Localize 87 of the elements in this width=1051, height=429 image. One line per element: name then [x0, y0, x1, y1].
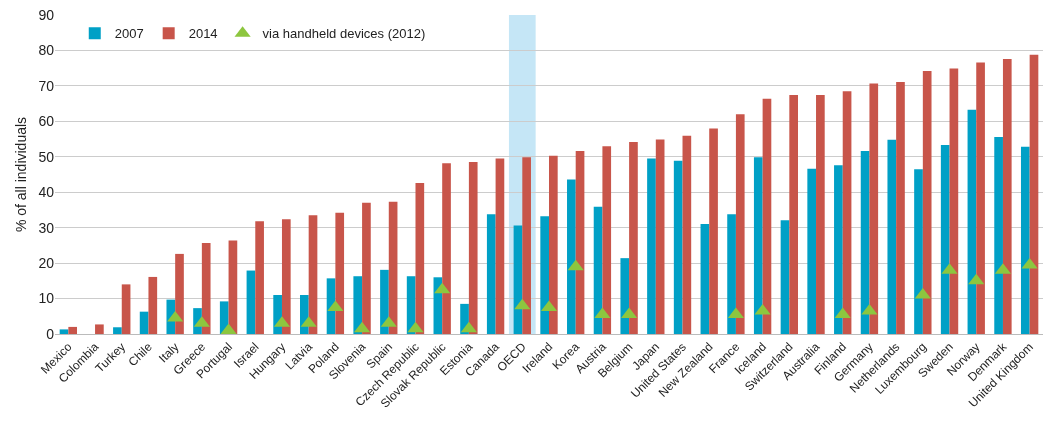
y-tick-label: 70: [38, 77, 55, 94]
bar: [246, 270, 256, 334]
bar: [486, 214, 496, 334]
bar: [468, 162, 478, 334]
bar: [842, 91, 852, 334]
bar: [255, 221, 264, 334]
bar: [753, 157, 763, 334]
point: [567, 259, 584, 271]
y-axis-title: % of all individuals: [13, 116, 30, 233]
bar: [175, 253, 184, 334]
y-tick-label: 20: [38, 255, 55, 272]
bar: [1029, 54, 1039, 334]
legend-label: 2014: [188, 26, 218, 42]
y-tick-label: 80: [38, 42, 55, 59]
bar: [976, 62, 985, 334]
point: [354, 321, 371, 333]
bar: [709, 128, 718, 334]
bar: [860, 151, 870, 334]
point: [460, 321, 477, 333]
bar: [834, 165, 843, 334]
point: [434, 282, 451, 294]
bar: [201, 242, 211, 334]
bar: [869, 83, 879, 334]
bar: [1002, 58, 1012, 334]
bar: [816, 95, 825, 334]
point: [594, 307, 611, 319]
bar: [68, 326, 78, 334]
bar: [994, 136, 1003, 334]
legend-label: via handheld devices (2012): [262, 26, 426, 42]
bar: [59, 329, 69, 334]
bar: [415, 183, 425, 334]
bar: [922, 71, 932, 334]
bar: [914, 169, 923, 334]
bar: [567, 179, 576, 334]
bar: [113, 327, 122, 334]
bar: [673, 160, 683, 334]
bar: [789, 95, 798, 334]
point: [407, 321, 424, 333]
bar: [655, 139, 665, 334]
point: [968, 273, 985, 285]
bar: [121, 284, 131, 334]
bar: [762, 98, 772, 334]
bar: [967, 109, 977, 334]
bar: [540, 216, 549, 334]
bar: [647, 158, 656, 334]
y-tick-label: 0: [46, 325, 55, 342]
bar: [727, 214, 736, 334]
bar: [148, 276, 158, 334]
y-tick-label: 60: [38, 113, 55, 130]
bar: [1020, 146, 1030, 334]
bar: [940, 145, 950, 334]
y-tick-label: 90: [38, 6, 55, 23]
bar: [353, 276, 363, 334]
y-tick-label: 30: [38, 219, 55, 236]
point: [514, 298, 531, 310]
bar: [495, 158, 505, 334]
bar: [139, 311, 149, 334]
bar: [887, 139, 897, 334]
point: [727, 307, 744, 319]
bar: [522, 157, 531, 334]
bar: [602, 146, 612, 334]
point: [621, 307, 638, 319]
bar: [362, 202, 371, 334]
bar: [335, 212, 345, 334]
bar: [575, 151, 585, 334]
bar: [281, 219, 291, 334]
y-tick-label: 50: [38, 148, 55, 165]
y-tick-label: 40: [38, 184, 55, 201]
bar: [780, 220, 790, 334]
legend-label: 2007: [114, 26, 144, 42]
bar: [380, 269, 389, 334]
point: [754, 303, 771, 315]
bar: [549, 155, 558, 334]
point: [861, 303, 878, 315]
bar: [95, 324, 104, 334]
bar: [682, 135, 692, 334]
bar: [442, 163, 451, 334]
point: [1021, 257, 1038, 269]
bar: [700, 224, 710, 334]
bar: [807, 168, 817, 334]
bar: [629, 141, 638, 334]
bar: [735, 114, 745, 334]
y-tick-label: 10: [38, 290, 55, 307]
point: [834, 307, 851, 319]
bar: [620, 258, 630, 334]
bar: [949, 68, 959, 334]
bar: [896, 81, 905, 334]
